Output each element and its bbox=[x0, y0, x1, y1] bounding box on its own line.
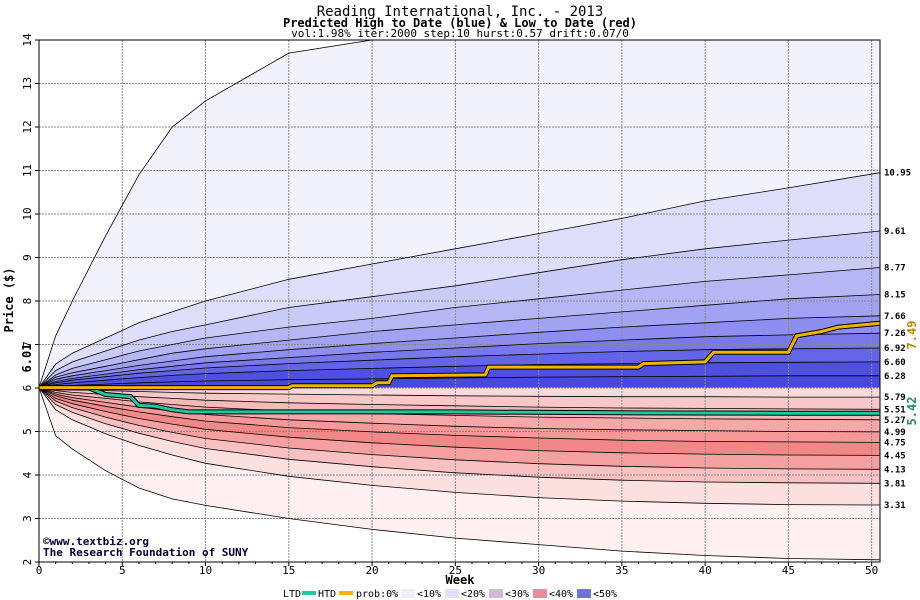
x-axis-label: Week bbox=[446, 573, 476, 587]
x-tick-label: 5 bbox=[119, 564, 126, 577]
band-end-label: 6.60 bbox=[884, 358, 906, 368]
x-tick-label: 25 bbox=[449, 564, 462, 577]
simulation-params: vol:1.98% iter:2000 step:10 hurst:0.57 d… bbox=[291, 27, 629, 40]
x-tick-label: 35 bbox=[615, 564, 628, 577]
band-end-label: 3.31 bbox=[884, 501, 906, 511]
legend-ltd-label: LTD bbox=[283, 589, 301, 600]
legend-item-label-4: <50% bbox=[593, 589, 617, 600]
band-end-label: 4.75 bbox=[884, 438, 906, 448]
band-end-labels: 10.95 9.61 8.77 8.15 7.66 7.26 6.92 6.60 6.28 5.7… bbox=[884, 169, 911, 511]
band-line-17 bbox=[39, 387, 880, 484]
htd-end-label: 7.49 bbox=[905, 321, 919, 350]
band-end-label: 4.99 bbox=[884, 428, 906, 438]
band-boundary-lines bbox=[39, 40, 880, 561]
y-tick-label: 13 bbox=[21, 77, 34, 90]
band-line-5 bbox=[39, 315, 880, 388]
band-line-9 bbox=[39, 375, 880, 388]
start-price-label: 6.01 bbox=[20, 344, 34, 373]
band-line-6 bbox=[39, 332, 880, 388]
band-line-15 bbox=[39, 387, 880, 456]
x-tick-label: 15 bbox=[282, 564, 295, 577]
band-end-label: 5.51 bbox=[884, 405, 906, 415]
band-end-label: 4.45 bbox=[884, 451, 906, 461]
y-axis-label: Price ($) bbox=[2, 267, 16, 332]
y-tick-label: 11 bbox=[21, 164, 34, 177]
legend-item-label-0: <10% bbox=[417, 589, 441, 600]
band-end-label: 6.92 bbox=[884, 344, 906, 354]
band-line-13 bbox=[39, 387, 880, 433]
legend-swatch-4 bbox=[577, 589, 591, 598]
y-tick-label: 9 bbox=[21, 254, 34, 261]
band-line-1 bbox=[39, 172, 880, 388]
band-line-4 bbox=[39, 294, 880, 388]
band-end-label: 6.28 bbox=[884, 372, 906, 382]
chart-title: Reading International, Inc. - 2013 bbox=[317, 4, 604, 20]
x-tick-label: 20 bbox=[365, 564, 378, 577]
y-tick-label: 2 bbox=[21, 559, 34, 566]
band-end-label: 9.61 bbox=[884, 227, 906, 237]
credit-org: The Research Foundation of SUNY bbox=[43, 546, 249, 559]
legend-item-label-1: <20% bbox=[461, 589, 485, 600]
band-line-7 bbox=[39, 347, 880, 388]
legend-htd-swatch bbox=[339, 591, 353, 595]
band-line-0 bbox=[39, 40, 880, 388]
band-line-18 bbox=[39, 387, 880, 506]
y-tick-label: 12 bbox=[21, 120, 34, 133]
band-end-label: 4.13 bbox=[884, 465, 906, 475]
legend-prob-label: prob:0% bbox=[356, 589, 398, 600]
band-end-label: 7.66 bbox=[884, 312, 906, 322]
legend-swatch-3 bbox=[533, 589, 547, 598]
y-tick-label: 6 bbox=[21, 385, 34, 392]
band-line-14 bbox=[39, 387, 880, 443]
x-tick-label: 0 bbox=[36, 564, 43, 577]
legend-swatch-0 bbox=[401, 589, 415, 598]
x-tick-label: 50 bbox=[865, 564, 878, 577]
band-end-label: 5.27 bbox=[884, 416, 906, 426]
band-end-label: 5.79 bbox=[884, 393, 906, 403]
htd-line bbox=[39, 321, 881, 390]
y-tick-label: 7 bbox=[21, 341, 34, 348]
y-tick-label: 8 bbox=[21, 298, 34, 305]
band-end-label: 8.15 bbox=[884, 290, 906, 300]
legend-swatch-1 bbox=[445, 589, 459, 598]
band-line-2 bbox=[39, 230, 880, 388]
legend-htd-label: HTD bbox=[318, 589, 336, 600]
band-line-3 bbox=[39, 267, 880, 388]
chart-subtitle: Predicted High to Date (blue) & Low to D… bbox=[283, 16, 637, 30]
credit-site: ©www.textbiz.org bbox=[43, 535, 149, 548]
band-end-label: 8.77 bbox=[884, 264, 906, 274]
band-end-label: 10.95 bbox=[884, 169, 911, 179]
ltd-end-label: 5.42 bbox=[905, 397, 919, 426]
y-tick-label: 10 bbox=[21, 207, 34, 220]
band-line-16 bbox=[39, 387, 880, 470]
legend: LTD HTD prob:0% <10% <20% <30% <40% <50% bbox=[283, 589, 617, 600]
legend-prob-items: <10% <20% <30% <40% <50% bbox=[401, 589, 617, 600]
y-tick-label: 4 bbox=[21, 471, 34, 478]
ltd-line bbox=[38, 386, 880, 415]
y-tick-label: 14 bbox=[21, 33, 34, 47]
legend-swatch-2 bbox=[489, 589, 503, 598]
series-lines bbox=[38, 320, 881, 416]
legend-ltd-swatch bbox=[302, 591, 316, 595]
band-end-label: 7.26 bbox=[884, 329, 906, 339]
x-tick-label: 10 bbox=[199, 564, 212, 577]
band-line-11 bbox=[39, 387, 880, 410]
x-tick-label: 45 bbox=[782, 564, 795, 577]
high-band-9 bbox=[39, 375, 880, 388]
y-tick-label: 5 bbox=[21, 428, 34, 435]
legend-item-label-2: <30% bbox=[505, 589, 529, 600]
band-end-label: 3.81 bbox=[884, 479, 906, 489]
x-tick-label: 30 bbox=[532, 564, 545, 577]
legend-item-label-3: <40% bbox=[549, 589, 573, 600]
band-line-19 bbox=[39, 387, 880, 561]
x-tick-label: 40 bbox=[699, 564, 712, 577]
y-tick-label: 3 bbox=[21, 515, 34, 522]
